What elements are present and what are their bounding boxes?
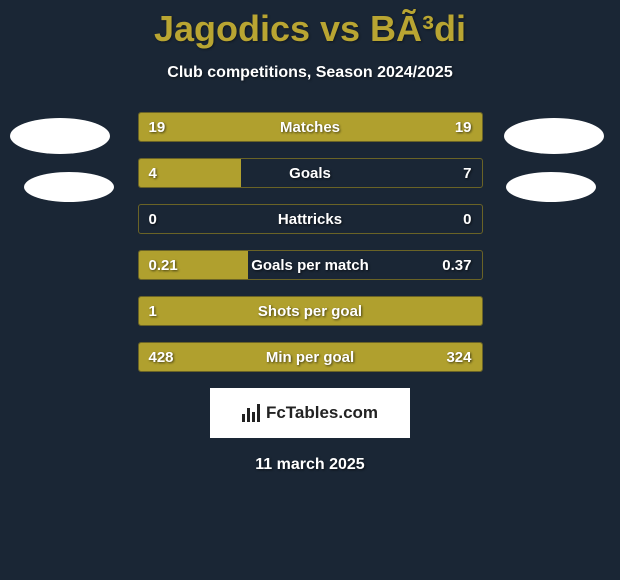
bar-chart-icon bbox=[242, 404, 260, 422]
page-title: Jagodics vs BÃ³di bbox=[0, 0, 620, 50]
stat-label: Goals bbox=[139, 159, 482, 187]
player-right-avatar-1 bbox=[504, 118, 604, 154]
stat-row: 4Goals7 bbox=[138, 158, 483, 188]
stat-row: 428Min per goal324 bbox=[138, 342, 483, 372]
stat-label: Matches bbox=[139, 113, 482, 141]
stat-row: 0.21Goals per match0.37 bbox=[138, 250, 483, 280]
stat-label: Hattricks bbox=[139, 205, 482, 233]
subtitle: Club competitions, Season 2024/2025 bbox=[0, 64, 620, 82]
stat-value-right: 19 bbox=[445, 113, 482, 141]
date-label: 11 march 2025 bbox=[0, 456, 620, 474]
player-left-avatar-2 bbox=[24, 172, 114, 202]
player-right-avatar-2 bbox=[506, 172, 596, 202]
stat-value-right: 0.37 bbox=[432, 251, 481, 279]
source-logo-text: FcTables.com bbox=[266, 403, 378, 423]
stats-container: 19Matches19 4Goals7 0Hattricks0 0.21Goals p… bbox=[138, 112, 483, 372]
stat-value-right: 7 bbox=[453, 159, 481, 187]
stat-label: Min per goal bbox=[139, 343, 482, 371]
stat-value-right: 0 bbox=[453, 205, 481, 233]
stat-label: Goals per match bbox=[139, 251, 482, 279]
stat-value-right: 324 bbox=[436, 343, 481, 371]
source-logo: FcTables.com bbox=[210, 388, 410, 438]
stat-label: Shots per goal bbox=[139, 297, 482, 325]
stat-row: 0Hattricks0 bbox=[138, 204, 483, 234]
stat-row: 1Shots per goal bbox=[138, 296, 483, 326]
stat-row: 19Matches19 bbox=[138, 112, 483, 142]
player-left-avatar-1 bbox=[10, 118, 110, 154]
